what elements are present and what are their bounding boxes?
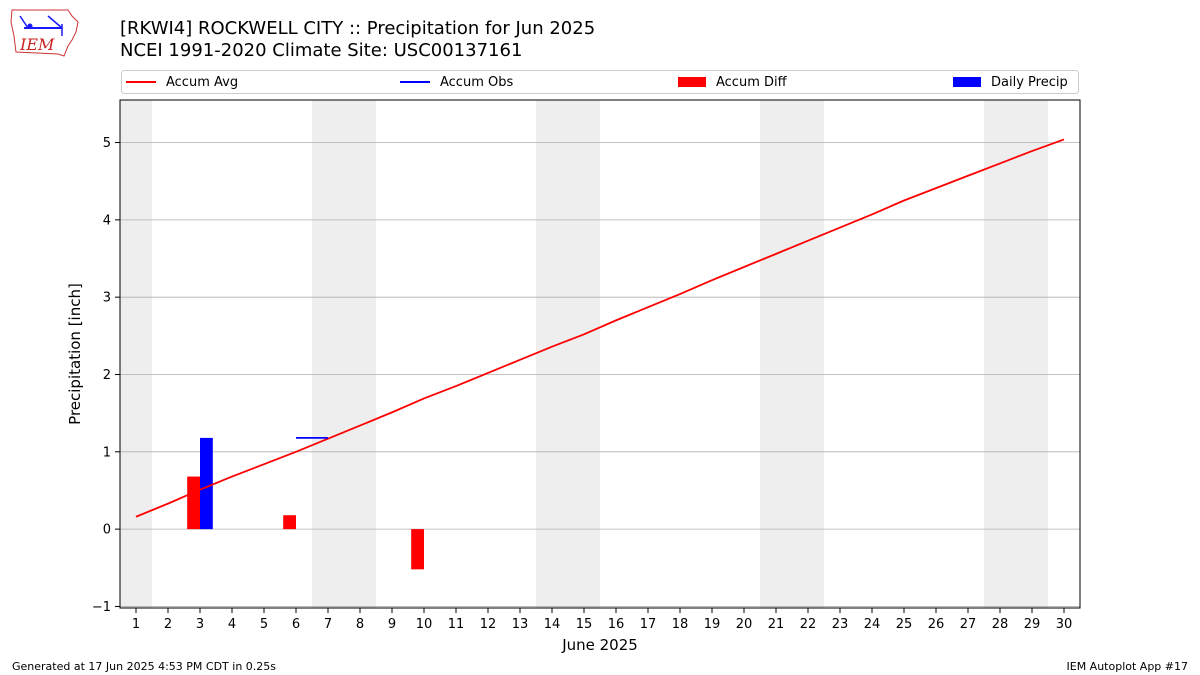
legend-item-accum-avg: Accum Avg <box>126 71 238 93</box>
weekend-band-14 <box>536 100 568 608</box>
x-tick-label-1: 1 <box>132 617 140 632</box>
iowa-outline <box>10 9 79 57</box>
y-ticks: −1 0 1 2 3 4 5 <box>92 136 120 615</box>
accum-avg-line <box>135 138 1065 518</box>
x-tick-label-20: 20 <box>736 617 753 632</box>
logo-text: IEM <box>19 35 55 54</box>
legend-swatch-accum-diff <box>678 77 706 87</box>
x-tick-label-14: 14 <box>544 617 561 632</box>
accum-diff-bar-10 <box>411 529 424 570</box>
x-ticks: 1 2 3 4 5 6 7 8 9 10 11 12 13 14 15 16 17 18 19 20 21 22 23 24 2… <box>132 608 1072 632</box>
legend-label-accum-avg: Accum Avg <box>166 74 239 90</box>
accum-diff-bar-6 <box>283 515 296 530</box>
x-tick-label-13: 13 <box>512 617 529 632</box>
accum-diff-bar-3 <box>187 476 200 530</box>
x-tick-label-10: 10 <box>416 617 433 632</box>
weekend-band-28 <box>984 100 1016 608</box>
bars <box>187 437 424 570</box>
weekend-band-29 <box>1016 100 1048 608</box>
x-tick-label-29: 29 <box>1024 617 1041 632</box>
legend-label-accum-obs: Accum Obs <box>440 74 514 90</box>
weekend-band-1 <box>120 100 152 608</box>
iem-logo: IEM <box>10 9 79 57</box>
y-tick-label-4: 4 <box>103 213 111 228</box>
x-tick-label-24: 24 <box>864 617 881 632</box>
x-tick-label-11: 11 <box>448 617 465 632</box>
y-tick-label-2: 2 <box>103 368 111 383</box>
legend-swatch-accum-obs <box>400 81 430 83</box>
legend-label-daily-precip: Daily Precip <box>991 74 1068 90</box>
weekend-band-15 <box>568 100 600 608</box>
x-tick-label-23: 23 <box>832 617 849 632</box>
x-tick-label-7: 7 <box>324 617 332 632</box>
y-tick-label-1: 1 <box>103 445 111 460</box>
x-tick-label-28: 28 <box>992 617 1009 632</box>
x-tick-label-25: 25 <box>896 617 913 632</box>
footer-generated: Generated at 17 Jun 2025 4:53 PM CDT in … <box>12 660 277 673</box>
y-tick-label-0: 0 <box>103 523 111 538</box>
x-tick-label-18: 18 <box>672 617 689 632</box>
x-tick-label-6: 6 <box>292 617 300 632</box>
footer-app: IEM Autoplot App #17 <box>1066 660 1189 673</box>
x-tick-label-4: 4 <box>228 617 236 632</box>
gridlines <box>120 142 1080 607</box>
x-tick-label-2: 2 <box>164 617 172 632</box>
legend: Accum Avg Accum Obs Accum Diff Daily Pre… <box>121 70 1079 94</box>
plot-frame <box>119 99 1081 609</box>
lines <box>135 138 1065 518</box>
weekend-band-7 <box>312 100 344 608</box>
legend-item-accum-obs: Accum Obs <box>400 71 513 93</box>
x-tick-label-8: 8 <box>356 617 364 632</box>
x-tick-label-30: 30 <box>1056 617 1073 632</box>
y-tick-label-5: 5 <box>103 136 111 151</box>
x-tick-label-19: 19 <box>704 617 721 632</box>
x-tick-label-21: 21 <box>768 617 785 632</box>
x-tick-label-22: 22 <box>800 617 817 632</box>
chart-title: [RKWI4] ROCKWELL CITY :: Precipitation f… <box>120 18 596 39</box>
x-tick-label-9: 9 <box>388 617 396 632</box>
x-tick-label-26: 26 <box>928 617 945 632</box>
weekend-shading <box>120 100 1048 608</box>
y-axis-label: Precipitation [inch] <box>66 283 84 425</box>
x-tick-label-16: 16 <box>608 617 625 632</box>
x-tick-label-5: 5 <box>260 617 268 632</box>
x-tick-label-15: 15 <box>576 617 593 632</box>
weekend-band-21 <box>760 100 792 608</box>
x-tick-label-17: 17 <box>640 617 657 632</box>
x-axis-label: June 2025 <box>561 636 638 654</box>
x-tick-label-12: 12 <box>480 617 497 632</box>
weekend-band-8 <box>344 100 376 608</box>
weekend-band-22 <box>792 100 824 608</box>
legend-swatch-accum-avg <box>126 81 156 83</box>
legend-label-accum-diff: Accum Diff <box>716 74 787 90</box>
chart-subtitle: NCEI 1991-2020 Climate Site: USC00137161 <box>120 40 523 61</box>
legend-item-accum-diff: Accum Diff <box>678 71 787 93</box>
x-tick-label-3: 3 <box>196 617 204 632</box>
legend-item-daily-precip: Daily Precip <box>953 71 1068 93</box>
y-tick-label--1: −1 <box>92 600 111 615</box>
y-tick-label-3: 3 <box>103 291 111 306</box>
daily-precip-bar-3 <box>200 437 213 530</box>
x-tick-label-27: 27 <box>960 617 977 632</box>
legend-swatch-daily-precip <box>953 77 981 87</box>
